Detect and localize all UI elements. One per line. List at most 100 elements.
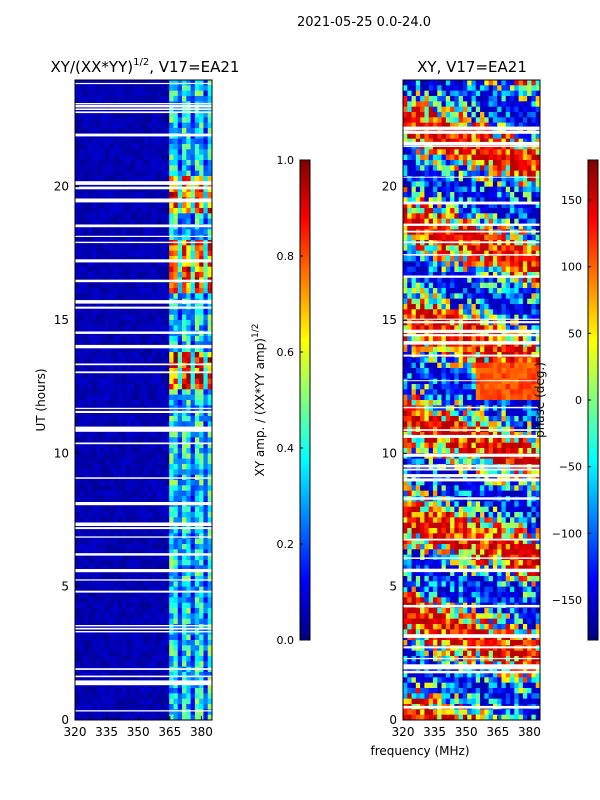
amplitude-cell xyxy=(126,704,132,710)
phase-cell xyxy=(424,208,430,214)
amplitude-cell xyxy=(83,656,89,662)
amplitude-cell xyxy=(122,186,127,193)
phase-cell xyxy=(445,133,451,140)
phase-cell xyxy=(484,234,490,241)
amplitude-cell xyxy=(203,544,209,550)
amplitude-cell xyxy=(109,165,114,172)
amplitude-cell xyxy=(182,592,187,598)
phase-cell xyxy=(437,80,442,86)
flag-stripe xyxy=(75,536,212,538)
amplitude-cell xyxy=(169,608,174,614)
phase-cell xyxy=(420,138,425,145)
phase-cell xyxy=(458,101,464,108)
amplitude-cell xyxy=(147,448,153,454)
amplitude-cell xyxy=(96,218,102,225)
amplitude-cell xyxy=(190,517,196,524)
amplitude-cell xyxy=(139,634,144,641)
amplitude-cell xyxy=(199,378,204,385)
phase-cell xyxy=(497,138,502,145)
amplitude-cell xyxy=(160,90,166,97)
amplitude-cell xyxy=(194,714,200,720)
phase-cell xyxy=(514,181,519,188)
phase-cell xyxy=(480,245,485,252)
amplitude-cell xyxy=(92,549,97,556)
phase-cell xyxy=(475,122,481,129)
amplitude-cell xyxy=(92,176,97,182)
amplitude-cell xyxy=(96,682,102,689)
phase-cell xyxy=(505,101,511,108)
phase-cell xyxy=(407,197,412,204)
amplitude-cell xyxy=(113,437,119,444)
amplitude-cell xyxy=(75,416,80,422)
amplitude-cell xyxy=(164,661,170,668)
amplitude-cell xyxy=(173,250,179,257)
amplitude-cell xyxy=(182,709,187,716)
phase-cell xyxy=(411,96,417,102)
amplitude-cell xyxy=(87,394,93,401)
amplitude-cell xyxy=(113,186,119,193)
amplitude-cell xyxy=(117,208,123,214)
amplitude-cell xyxy=(122,714,127,720)
phase-cell xyxy=(403,138,408,145)
phase-cell xyxy=(480,250,485,257)
phase-cell xyxy=(424,213,430,220)
phase-cell xyxy=(527,250,532,257)
phase-cell xyxy=(480,149,485,156)
amplitude-cell xyxy=(194,176,200,182)
amplitude-cell xyxy=(177,698,183,705)
phase-cell xyxy=(501,90,507,97)
amplitude-cell xyxy=(92,272,97,278)
amplitude-cell xyxy=(207,314,212,321)
amplitude-cell xyxy=(126,400,132,406)
amplitude-cell xyxy=(104,186,110,193)
phase-cell xyxy=(454,106,460,113)
phase-cell xyxy=(475,112,481,118)
phase-cell xyxy=(403,122,408,129)
amplitude-cell xyxy=(160,506,166,513)
amplitude-cell xyxy=(130,490,136,497)
amplitude-cell xyxy=(164,576,170,582)
phase-cell xyxy=(467,90,472,97)
amplitude-cell xyxy=(147,117,153,124)
amplitude-cell xyxy=(177,554,183,561)
amplitude-cell xyxy=(143,346,149,353)
amplitude-cell xyxy=(147,389,153,396)
amplitude-cell xyxy=(152,645,157,652)
amplitude-cell xyxy=(156,544,162,550)
amplitude-cell xyxy=(169,293,174,300)
amplitude-cell xyxy=(100,618,106,625)
phase-cell xyxy=(518,101,524,108)
amplitude-cell xyxy=(134,634,140,641)
colorbar-tick-label: 0.2 xyxy=(277,538,295,551)
amplitude-cell xyxy=(199,656,204,662)
amplitude-cell xyxy=(130,80,136,86)
phase-cell xyxy=(510,224,515,230)
amplitude-cell xyxy=(186,656,191,662)
amplitude-cell xyxy=(186,682,191,689)
phase-cell xyxy=(518,122,524,129)
amplitude-cell xyxy=(109,714,114,720)
amplitude-cell xyxy=(164,453,170,460)
amplitude-cell xyxy=(109,704,114,710)
amplitude-cell xyxy=(92,618,97,625)
amplitude-cell xyxy=(169,554,174,561)
phase-cell xyxy=(450,218,455,225)
amplitude-cell xyxy=(134,170,140,177)
amplitude-cell xyxy=(177,368,183,374)
amplitude-cell xyxy=(173,586,179,593)
amplitude-cell xyxy=(83,517,89,524)
amplitude-cell xyxy=(83,336,89,342)
phase-cell xyxy=(531,181,537,188)
amplitude-cell xyxy=(152,144,157,150)
amplitude-cell xyxy=(104,586,110,593)
phase-cell xyxy=(531,234,537,241)
amplitude-cell xyxy=(194,458,200,465)
amplitude-cell xyxy=(164,96,170,102)
amplitude-cell xyxy=(83,576,89,582)
amplitude-cell xyxy=(152,608,157,614)
amplitude-cell xyxy=(156,704,162,710)
phase-cell xyxy=(462,213,468,220)
phase-cell xyxy=(505,250,511,257)
phase-cell xyxy=(492,117,498,124)
phase-cell xyxy=(501,176,507,182)
